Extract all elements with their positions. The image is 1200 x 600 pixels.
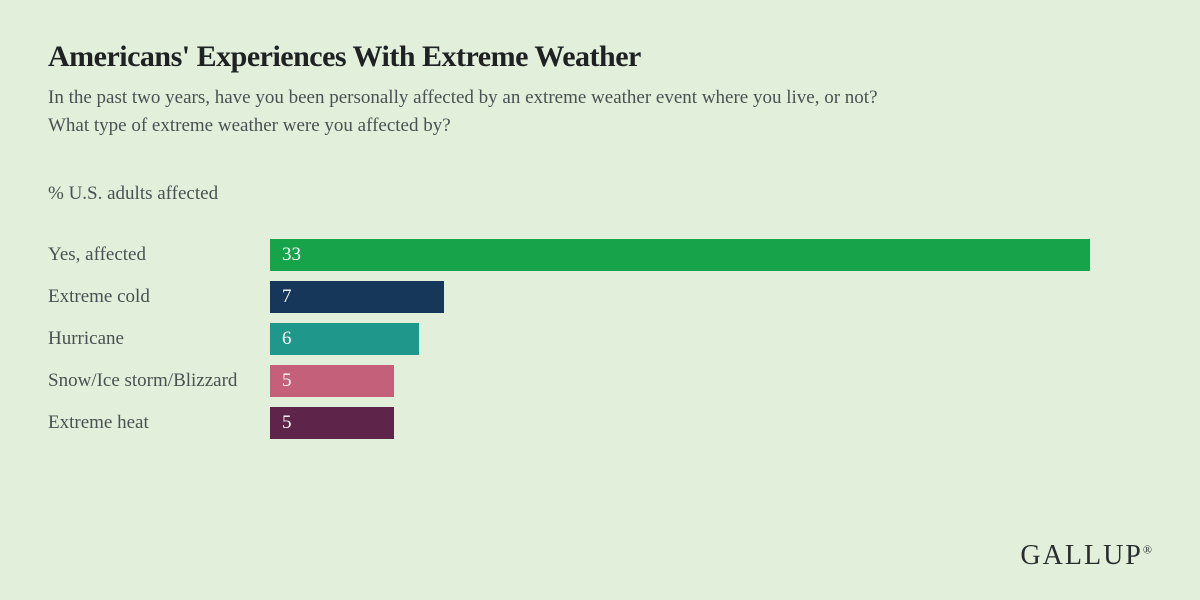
- logo-registered: ®: [1143, 543, 1152, 557]
- bar: 6: [270, 323, 419, 355]
- bar-value: 5: [270, 370, 292, 392]
- logo-text: GALLUP: [1020, 540, 1142, 571]
- chart-row: Extreme cold7: [48, 281, 1152, 313]
- subtitle-line-2: What type of extreme weather were you af…: [48, 112, 1152, 140]
- bar-label: Yes, affected: [48, 244, 270, 266]
- subtitle-line-1: In the past two years, have you been per…: [48, 84, 1152, 112]
- bar-value: 5: [270, 412, 292, 434]
- bar-label: Extreme heat: [48, 412, 270, 434]
- bar: 5: [270, 365, 394, 397]
- bar-label: Hurricane: [48, 328, 270, 350]
- bar-label: Extreme cold: [48, 286, 270, 308]
- bar-value: 7: [270, 286, 292, 308]
- chart-row: Extreme heat5: [48, 407, 1152, 439]
- bar-value: 33: [270, 244, 301, 266]
- chart-row: Yes, affected33: [48, 239, 1152, 271]
- bar: 7: [270, 281, 444, 313]
- bar-track: 7: [270, 281, 1152, 313]
- bar-track: 5: [270, 365, 1152, 397]
- bar-track: 6: [270, 323, 1152, 355]
- bar-track: 5: [270, 407, 1152, 439]
- source-logo: GALLUP®: [1020, 540, 1152, 572]
- page-title: Americans' Experiences With Extreme Weat…: [48, 40, 1152, 74]
- bar-label: Snow/Ice storm/Blizzard: [48, 370, 270, 392]
- bar-chart: Yes, affected33Extreme cold7Hurricane6Sn…: [48, 239, 1152, 439]
- bar: 33: [270, 239, 1090, 271]
- bar-track: 33: [270, 239, 1152, 271]
- y-axis-title: % U.S. adults affected: [48, 183, 1152, 205]
- chart-row: Hurricane6: [48, 323, 1152, 355]
- bar: 5: [270, 407, 394, 439]
- bar-value: 6: [270, 328, 292, 350]
- chart-row: Snow/Ice storm/Blizzard5: [48, 365, 1152, 397]
- subtitle: In the past two years, have you been per…: [48, 84, 1152, 139]
